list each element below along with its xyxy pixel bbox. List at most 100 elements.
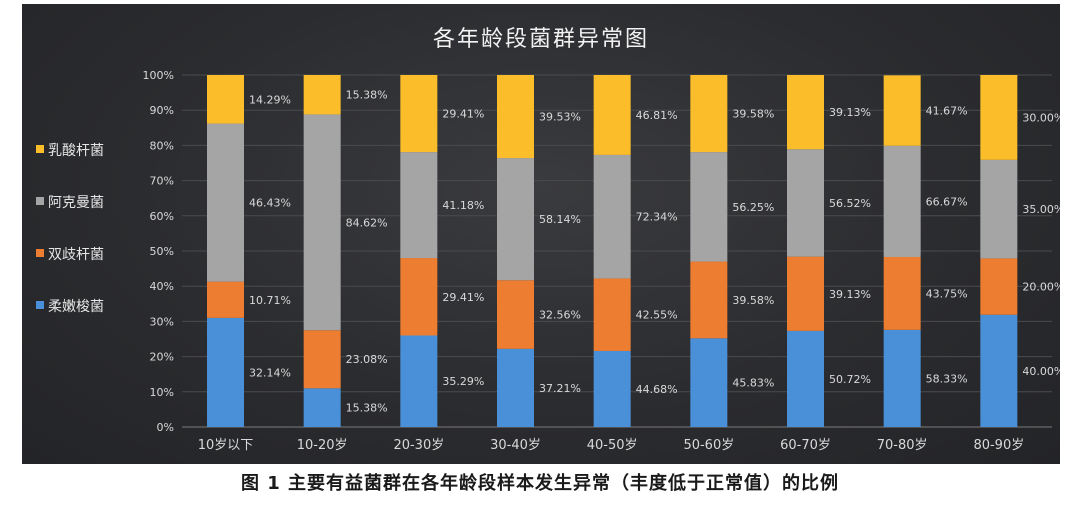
data-label: 39.58% (732, 108, 774, 121)
data-label: 10.71% (249, 294, 291, 307)
bar-segment (497, 75, 534, 159)
bar-segment (883, 256, 921, 330)
data-label: 32.14% (249, 366, 291, 379)
x-tick-label: 10-20岁 (297, 438, 348, 453)
bar-segment (787, 330, 824, 427)
bar-segment (303, 75, 341, 115)
data-label: 58.14% (539, 213, 581, 226)
x-tick-label: 80-90岁 (973, 438, 1024, 453)
bar-segment (400, 152, 438, 259)
bar-segment (980, 75, 1018, 160)
bar-segment (593, 154, 631, 279)
bar-segment (980, 314, 1018, 427)
bar-segment (207, 123, 244, 282)
data-label: 45.83% (732, 377, 774, 390)
bar-segment (690, 152, 728, 262)
data-label: 29.41% (442, 291, 484, 304)
legend-swatch (36, 197, 44, 205)
bars (207, 75, 1018, 427)
y-tick-label: 30% (150, 315, 174, 328)
data-label: 29.41% (442, 108, 484, 121)
data-label: 39.53% (539, 111, 581, 124)
x-tick-label: 20-30岁 (393, 438, 444, 453)
bar-segment (400, 258, 438, 336)
data-label: 46.43% (249, 197, 291, 210)
data-label: 84.62% (346, 216, 388, 229)
x-tick-label: 30-40岁 (490, 438, 541, 453)
data-label: 37.21% (539, 382, 581, 395)
y-tick-label: 20% (150, 351, 174, 364)
y-tick-label: 100% (143, 69, 174, 82)
data-label: 56.52% (829, 197, 871, 210)
data-label: 20.00% (1022, 281, 1060, 294)
y-tick-label: 90% (150, 104, 174, 117)
bar-segment (593, 350, 631, 427)
data-label: 15.38% (346, 89, 388, 102)
data-label: 32.56% (539, 309, 581, 322)
bar-segment (690, 75, 728, 153)
data-label: 43.75% (926, 287, 968, 300)
data-label: 72.34% (636, 211, 678, 224)
y-tick-label: 10% (150, 386, 174, 399)
legend-swatch (36, 249, 44, 257)
bar-segment (303, 330, 341, 389)
data-label: 14.29% (249, 93, 291, 106)
y-tick-label: 50% (150, 245, 174, 258)
chart-title: 各年龄段菌群异常图 (433, 27, 649, 52)
bar-segment (497, 280, 534, 349)
data-label: 42.55% (636, 309, 678, 322)
y-tick-label: 0% (157, 421, 174, 434)
data-label: 30.00% (1022, 111, 1060, 124)
bar-segment (303, 388, 341, 427)
figure-caption: 图 1 主要有益菌群在各年龄段样本发生异常（丰度低于正常值）的比例 (240, 473, 840, 494)
bar-segment (883, 75, 921, 146)
data-label: 41.18% (442, 199, 484, 212)
bar-segment (787, 75, 824, 150)
data-label: 66.67% (926, 195, 968, 208)
bar-segment (787, 149, 824, 257)
bar-segment (980, 258, 1018, 315)
data-label: 35.00% (1022, 203, 1060, 216)
bar-segment (497, 158, 534, 281)
data-label: 58.33% (926, 372, 968, 385)
legend-swatch (36, 301, 44, 309)
legend-swatch (36, 145, 44, 153)
bar-segment (787, 256, 824, 331)
data-label: 44.68% (636, 383, 678, 396)
data-label: 50.72% (829, 373, 871, 386)
data-label: 39.13% (829, 106, 871, 119)
data-label: 39.13% (829, 288, 871, 301)
bar-segment (207, 75, 244, 124)
bar-segment (690, 261, 728, 339)
data-label: 56.25% (732, 201, 774, 214)
legend-label: 双歧杆菌 (48, 247, 104, 263)
bar-segment (207, 317, 244, 427)
data-label: 15.38% (346, 402, 388, 415)
bar-segment (400, 335, 438, 427)
data-labels: 32.14% 10.71% 46.43% 14.29% 15.38% 23.08% 84.6… (249, 89, 1060, 415)
y-tick-label: 70% (150, 175, 174, 188)
x-tick-label: 60-70岁 (780, 438, 831, 453)
data-label: 35.29% (442, 375, 484, 388)
bar-segment (593, 75, 631, 155)
stacked-bar-chart: 各年龄段菌群异常图 32.14% 10.71% 46.43% 14.29% 15.38%… (36, 27, 1060, 453)
bar-segment (690, 338, 728, 427)
y-tick-label: 60% (150, 210, 174, 223)
bar-segment (883, 145, 921, 257)
x-tick-label: 10岁以下 (198, 438, 254, 453)
x-tick-label: 40-50岁 (587, 438, 638, 453)
bar-segment (400, 75, 438, 153)
x-tick-label: 70-80岁 (877, 438, 928, 453)
legend-label: 柔嫩梭菌 (48, 298, 104, 315)
data-label: 40.00% (1022, 365, 1060, 378)
bar-segment (980, 159, 1018, 259)
bar-segment (207, 281, 244, 318)
bar-segment (303, 114, 341, 331)
data-label: 39.58% (732, 294, 774, 307)
bar-segment (883, 329, 921, 427)
y-tick-label: 80% (150, 139, 174, 152)
data-label: 41.67% (926, 105, 968, 118)
chart-panel: 各年龄段菌群异常图 32.14% 10.71% 46.43% 14.29% 15.38%… (22, 4, 1060, 464)
legend-label: 乳酸杆菌 (48, 143, 104, 159)
